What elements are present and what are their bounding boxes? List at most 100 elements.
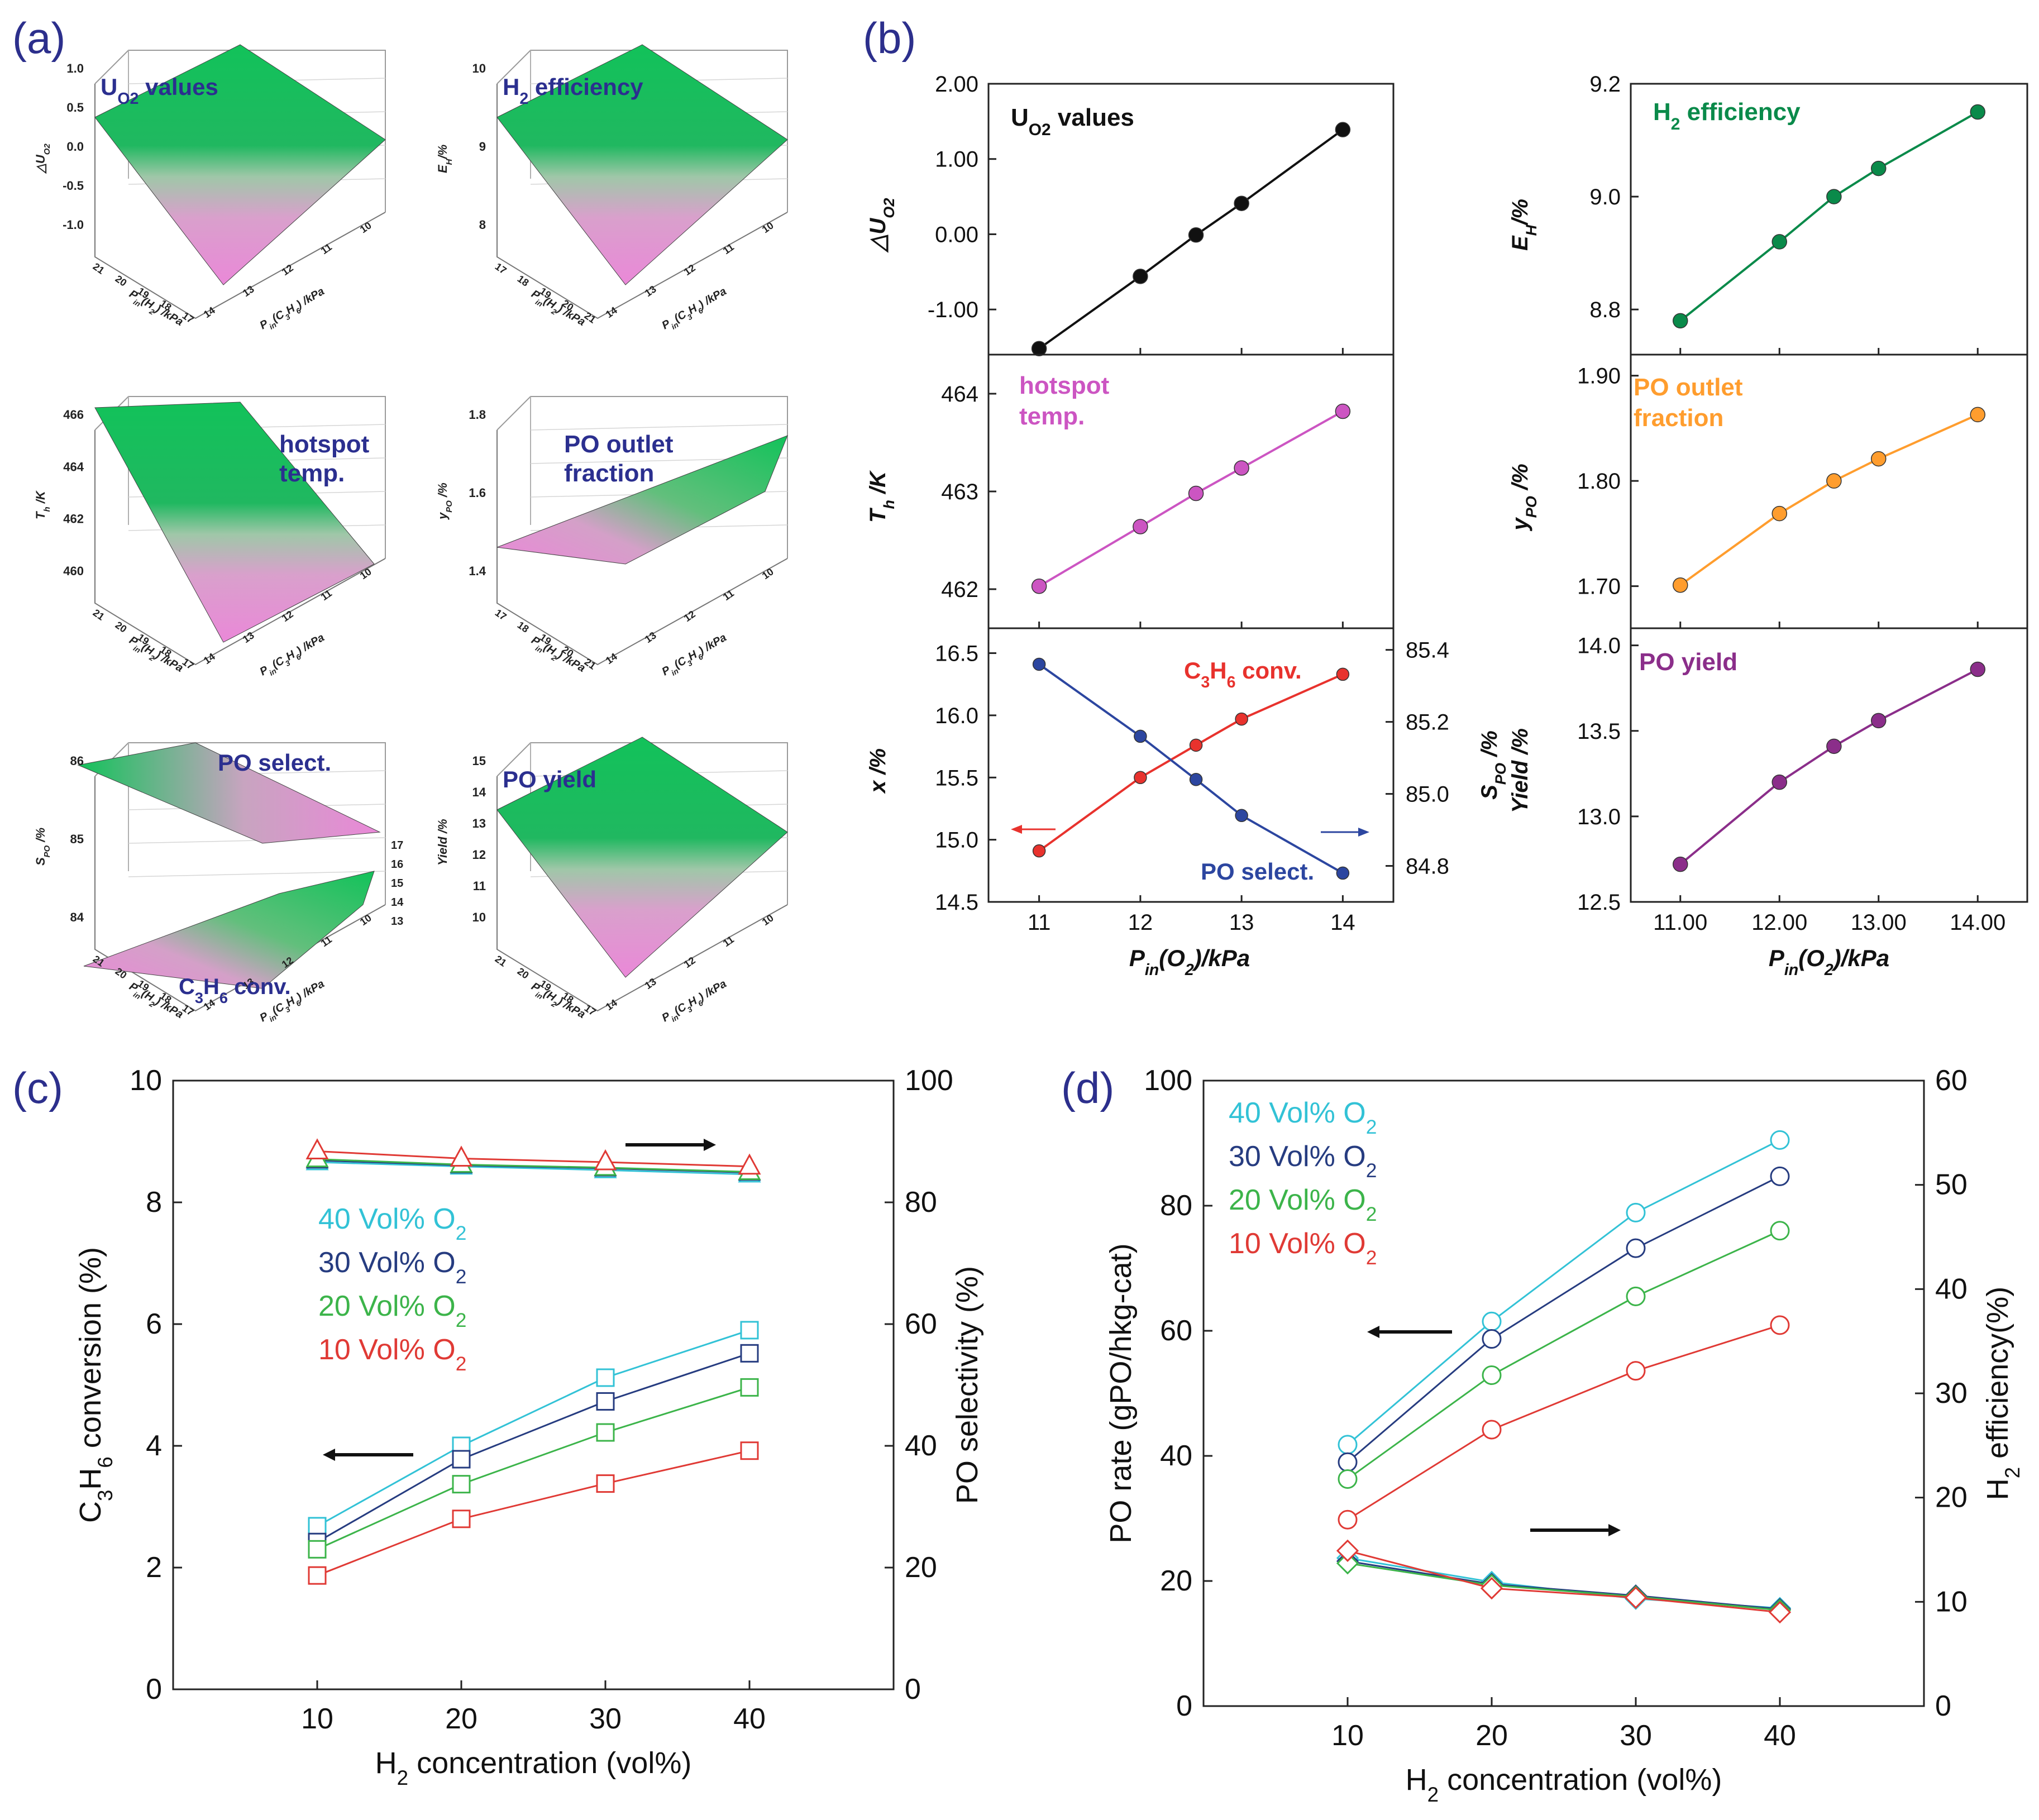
series-2-right-line <box>317 1158 750 1173</box>
plot-title: UO2 values <box>1011 104 1134 139</box>
x-axis-label: H2 concentration (vol%) <box>1406 1763 1722 1806</box>
conversion-point <box>1189 738 1203 752</box>
y2-tick-label: 20 <box>1935 1482 1968 1514</box>
z-tick-label: 8 <box>479 218 486 232</box>
y-tick-label: 14.5 <box>935 890 978 915</box>
y-axis-label: Th /K <box>866 470 897 523</box>
y-tick-label: 100 <box>1144 1064 1192 1097</box>
left-axis-arrowhead <box>1011 825 1022 834</box>
legend-entry-1: 30 Vol% O2 <box>1229 1140 1377 1182</box>
series-1-left-point <box>1770 1166 1790 1186</box>
conversion-point <box>1235 712 1248 726</box>
selectivity-label: PO select. <box>1201 858 1314 885</box>
z-tick-label: -0.5 <box>63 179 84 193</box>
panel-label-d: (d) <box>1061 1063 1114 1112</box>
x-tick-label: 11 <box>1028 910 1051 935</box>
back-frame <box>496 396 788 558</box>
series-point <box>1234 195 1249 211</box>
series-line <box>1679 111 1979 322</box>
x-tick-label: 10 <box>760 219 776 235</box>
series-0-left-point <box>596 1368 615 1387</box>
y-tick-label: 20 <box>113 273 129 289</box>
x-tick-label: 10 <box>358 912 374 928</box>
x-tick-label: 11 <box>721 934 736 949</box>
series-point <box>1234 460 1249 476</box>
z-tick-label: 11 <box>473 879 486 893</box>
series-point <box>1673 856 1688 872</box>
y-tick-label: 464 <box>941 382 978 407</box>
series-0-left-point <box>1338 1435 1358 1455</box>
y-tick-label: 13.5 <box>1577 719 1621 744</box>
plot-frame <box>987 627 1395 903</box>
line-plot-b5: 16.5 16.0 15.5 15.0 14.5 x /% 85.4 85.2 85.0 84.8… <box>866 627 1509 979</box>
panel-d: 0 20 40 60 80 100 0 10 20 30 40 50 60 10 20 30 40 H2 conc… <box>1104 1064 2024 1806</box>
selectivity-point <box>1134 729 1147 743</box>
z-tick-label: 1.8 <box>469 408 486 422</box>
plot-title: PO outlet <box>564 431 674 458</box>
line-plot-b1: 2.00 1.00 0.00 -1.00 △UO2 UO2 values <box>866 72 1395 356</box>
z-tick-label: -1.0 <box>63 218 84 232</box>
y-tick-label: 80 <box>1160 1190 1192 1222</box>
series-3-left-point <box>1482 1420 1502 1440</box>
y2-tick-label: 10 <box>1935 1585 1968 1618</box>
series-0-left-point <box>1770 1130 1790 1150</box>
series-0-left-line <box>1347 1139 1780 1445</box>
y-tick-label: 13.0 <box>1577 805 1621 829</box>
series-point <box>1673 577 1688 593</box>
plot-title-line2: fraction <box>564 460 654 487</box>
y-tick-label: -1.00 <box>928 298 978 322</box>
y2-tick-label: 84.8 <box>1406 854 1449 879</box>
series-3-left-point <box>452 1509 471 1528</box>
y2-tick-label: 85.0 <box>1406 782 1449 807</box>
x-tick-label: 14 <box>1330 910 1355 935</box>
series-point <box>1188 227 1204 243</box>
x-axis-label: Pin(C3H6) /kPa <box>258 285 328 335</box>
series-0-left-point <box>308 1517 327 1536</box>
series-point <box>1871 160 1887 176</box>
x-axis-label: Pin(O2)/kPa <box>1129 945 1250 979</box>
z-tick-label: 12 <box>472 848 486 862</box>
series-point <box>1871 713 1887 729</box>
x-tick-label: 11 <box>319 241 334 256</box>
axis-arrowhead-1 <box>1608 1524 1621 1536</box>
series-point <box>1970 407 1985 423</box>
series-point <box>1031 341 1047 356</box>
series-0-left-point <box>740 1321 759 1340</box>
x-tick-label: 20 <box>445 1703 477 1735</box>
series-3-right-point <box>1336 1539 1359 1562</box>
plot-title: PO outlet <box>1634 374 1743 401</box>
series-point <box>1826 473 1842 489</box>
series-point <box>1133 269 1148 284</box>
z-tick-label: 14 <box>472 785 486 799</box>
series-point <box>1335 403 1351 419</box>
y-tick-label: 0 <box>146 1673 162 1706</box>
series-point <box>1771 774 1787 790</box>
series-point <box>1826 738 1842 754</box>
y-tick-label: 2 <box>146 1551 162 1584</box>
selectivity-point <box>1189 773 1203 786</box>
z-tick-label: 462 <box>63 512 84 526</box>
z-tick-label: 9 <box>479 140 486 154</box>
plot-title-line2: temp. <box>279 460 345 487</box>
line-plot-b2: 9.2 9.0 8.8 EH/% H2 efficiency <box>1508 72 2028 356</box>
z-tick-label: 466 <box>63 408 84 422</box>
series-3-right-point <box>450 1145 473 1167</box>
y2-tick-label: 50 <box>1935 1169 1968 1201</box>
panel-label-a: (a) <box>12 13 65 63</box>
y-tick-label: 2.00 <box>935 72 978 97</box>
series-1-left-point <box>740 1344 759 1363</box>
series-2-left-point <box>1338 1469 1358 1489</box>
z-axis-label: SPO /% <box>34 828 52 866</box>
series-2-left-line <box>317 1386 750 1550</box>
y-tick-label: 463 <box>941 480 978 504</box>
series-3-left-point <box>740 1441 759 1460</box>
series-point <box>1771 505 1787 522</box>
y2-tick-label: 60 <box>905 1308 937 1340</box>
x-tick-label: 11.00 <box>1653 910 1707 935</box>
y-tick-label: 9.2 <box>1589 72 1621 97</box>
series-0-right-line <box>1347 1557 1780 1609</box>
x-tick-label: 10 <box>1331 1719 1364 1752</box>
y-axis-label: Yield /% <box>1508 728 1532 813</box>
series-point <box>1970 104 1985 120</box>
y2-tick-label: 0 <box>1935 1690 1951 1722</box>
